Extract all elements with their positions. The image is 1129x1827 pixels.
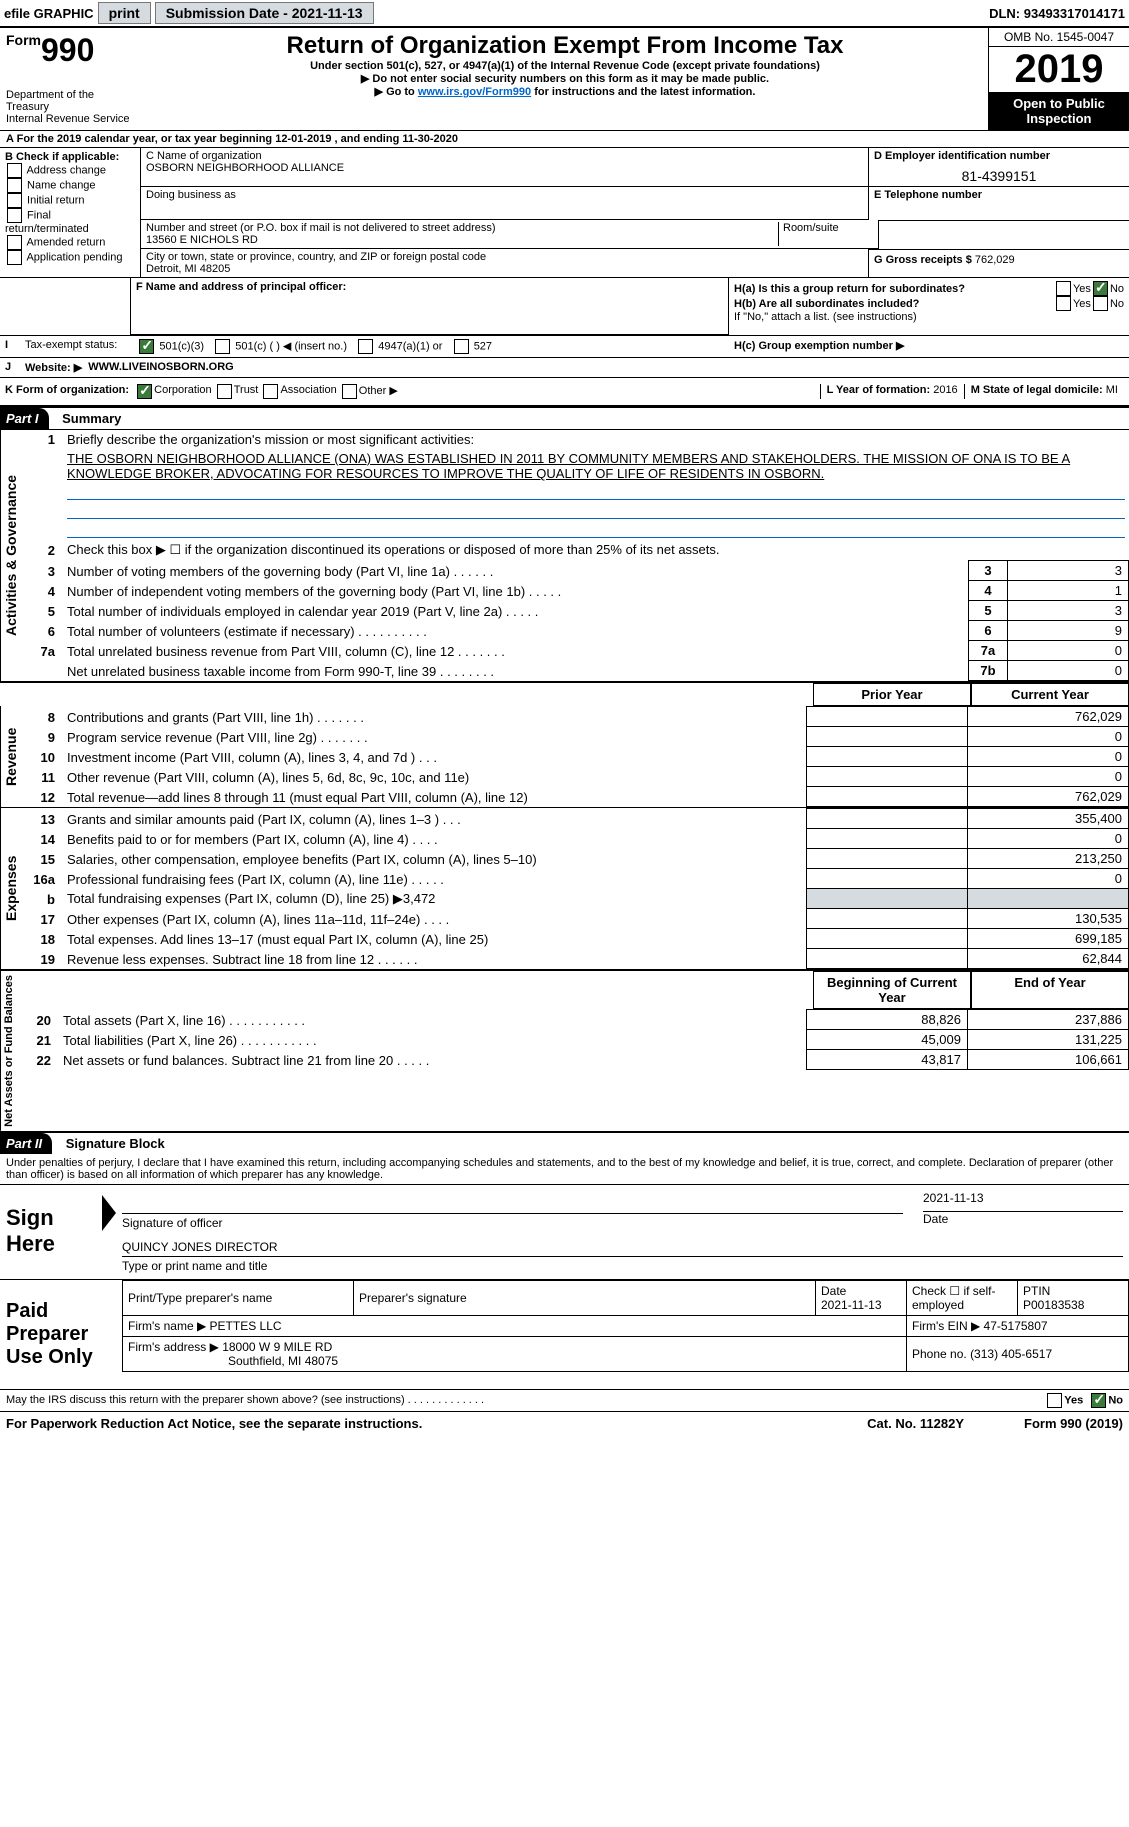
officer-label: F Name and address of principal officer:: [130, 278, 728, 335]
current-year-header: Current Year: [971, 683, 1129, 706]
sign-arrow-icon: [102, 1195, 116, 1231]
tax-status-label: Tax-exempt status:: [25, 339, 117, 354]
section-netassets: Net Assets or Fund Balances: [0, 971, 17, 1131]
section-revenue: Revenue: [0, 706, 21, 807]
paid-preparer-block: Paid Preparer Use Only Print/Type prepar…: [0, 1280, 1129, 1389]
street-label: Number and street (or P.O. box if mail i…: [146, 222, 778, 234]
block-b-option: Amended return: [5, 235, 135, 250]
table-row: 5Total number of individuals employed in…: [21, 601, 1129, 621]
501c3-checkbox[interactable]: [139, 339, 154, 354]
table-row: 7aTotal unrelated business revenue from …: [21, 641, 1129, 661]
block-b-option: Application pending: [5, 250, 135, 265]
dln: DLN: 93493317014171: [989, 6, 1125, 21]
form-header: Form990 Department of the Treasury Inter…: [0, 28, 1129, 131]
table-row: 6Total number of volunteers (estimate if…: [21, 621, 1129, 641]
section-governance: Activities & Governance: [0, 430, 21, 681]
efile-label: efile GRAPHIC: [4, 6, 94, 21]
prior-year-header: Prior Year: [813, 683, 971, 706]
form-subtitle: Under section 501(c), 527, or 4947(a)(1)…: [148, 60, 982, 72]
ssn-note: ▶ Do not enter social security numbers o…: [148, 72, 982, 85]
table-row: 12Total revenue—add lines 8 through 11 (…: [21, 787, 1129, 807]
entity-info-block: B Check if applicable: Address change Na…: [0, 148, 1129, 277]
hb-yes-checkbox[interactable]: [1056, 296, 1071, 311]
ha-no-checkbox[interactable]: [1093, 281, 1108, 296]
table-row: 22Net assets or fund balances. Subtract …: [17, 1050, 1129, 1070]
omb-number: OMB No. 1545-0047: [989, 28, 1129, 47]
table-row: 15Salaries, other compensation, employee…: [21, 849, 1129, 869]
goto-note: ▶ Go to www.irs.gov/Form990 for instruct…: [148, 85, 982, 98]
form-number: Form990: [6, 32, 136, 69]
gross-receipts-value: 762,029: [975, 254, 1015, 266]
table-row: 19Revenue less expenses. Subtract line 1…: [21, 949, 1129, 969]
dept-label: Department of the Treasury Internal Reve…: [6, 89, 136, 125]
part1-header: Part I: [0, 408, 49, 429]
table-row: 17Other expenses (Part IX, column (A), l…: [21, 909, 1129, 929]
table-row: 16aProfessional fundraising fees (Part I…: [21, 869, 1129, 889]
city: Detroit, MI 48205: [146, 263, 863, 275]
table-row: 8Contributions and grants (Part VIII, li…: [21, 707, 1129, 727]
form-title: Return of Organization Exempt From Incom…: [148, 32, 982, 60]
print-button[interactable]: print: [98, 2, 151, 24]
table-row: 18Total expenses. Add lines 13–17 (must …: [21, 929, 1129, 949]
hb-no-checkbox[interactable]: [1093, 296, 1108, 311]
website-label: Website: ▶: [25, 361, 82, 374]
submission-date-box: Submission Date - 2021-11-13: [155, 2, 374, 24]
block-b-option: Final return/terminated: [5, 208, 135, 235]
footer-center: Cat. No. 11282Y: [867, 1416, 964, 1431]
discuss-text: May the IRS discuss this return with the…: [6, 1394, 484, 1406]
hc-label: H(c) Group exemption number ▶: [734, 339, 1124, 354]
ha-yes-checkbox[interactable]: [1056, 281, 1071, 296]
form-org-label: K Form of organization:: [5, 384, 129, 399]
footer-left: For Paperwork Reduction Act Notice, see …: [6, 1416, 422, 1431]
tax-year-line: A For the 2019 calendar year, or tax yea…: [0, 131, 1129, 148]
section-expenses: Expenses: [0, 808, 21, 969]
penalties-text: Under penalties of perjury, I declare th…: [0, 1154, 1129, 1184]
part1-title: Summary: [52, 411, 121, 426]
table-row: 13Grants and similar amounts paid (Part …: [21, 809, 1129, 829]
inspection-badge: Open to Public Inspection: [989, 92, 1129, 130]
ha-label: H(a) Is this a group return for subordin…: [734, 283, 1054, 295]
top-toolbar: efile GRAPHIC print Submission Date - 20…: [0, 0, 1129, 28]
part2-title: Signature Block: [56, 1136, 165, 1151]
discuss-no-checkbox[interactable]: [1091, 1393, 1106, 1408]
ein-value: 81-4399151: [874, 162, 1124, 184]
table-row: 21Total liabilities (Part X, line 26) . …: [17, 1030, 1129, 1050]
tax-year: 2019: [989, 47, 1129, 92]
block-b-option: Name change: [5, 178, 135, 193]
table-row: 4Number of independent voting members of…: [21, 581, 1129, 601]
discuss-yes-checkbox[interactable]: [1047, 1393, 1062, 1408]
block-b-label: B Check if applicable:: [5, 151, 135, 163]
sign-here-block: Sign Here Signature of officer 2021-11-1…: [0, 1184, 1129, 1280]
street: 13560 E NICHOLS RD: [146, 234, 778, 246]
table-row: 3Number of voting members of the governi…: [21, 561, 1129, 581]
org-name: OSBORN NEIGHBORHOOD ALLIANCE: [146, 162, 863, 174]
block-b-option: Address change: [5, 163, 135, 178]
ein-label: D Employer identification number: [874, 150, 1124, 162]
phone-label: E Telephone number: [874, 189, 1124, 201]
irs-link[interactable]: www.irs.gov/Form990: [418, 86, 531, 98]
table-row: 10Investment income (Part VIII, column (…: [21, 747, 1129, 767]
table-row: bTotal fundraising expenses (Part IX, co…: [21, 889, 1129, 909]
website-value: WWW.LIVEINOSBORN.ORG: [88, 361, 233, 374]
table-row: 11Other revenue (Part VIII, column (A), …: [21, 767, 1129, 787]
org-name-label: C Name of organization: [146, 150, 863, 162]
table-row: 14Benefits paid to or for members (Part …: [21, 829, 1129, 849]
part2-header: Part II: [0, 1133, 52, 1154]
room-label: Room/suite: [778, 222, 873, 246]
dba-label: Doing business as: [141, 187, 868, 220]
footer-right: Form 990 (2019): [1024, 1416, 1123, 1431]
hb-label: H(b) Are all subordinates included?: [734, 298, 1054, 310]
block-b-option: Initial return: [5, 193, 135, 208]
city-label: City or town, state or province, country…: [146, 251, 863, 263]
gross-receipts-label: G Gross receipts $: [874, 254, 975, 266]
table-row: Net unrelated business taxable income fr…: [21, 661, 1129, 681]
table-row: 20Total assets (Part X, line 16) . . . .…: [17, 1010, 1129, 1030]
mission-text: THE OSBORN NEIGHBORHOOD ALLIANCE (ONA) W…: [63, 449, 1129, 483]
officer-name: QUINCY JONES DIRECTOR: [122, 1240, 278, 1254]
table-row: 9Program service revenue (Part VIII, lin…: [21, 727, 1129, 747]
hb-note: If "No," attach a list. (see instruction…: [734, 311, 1124, 323]
